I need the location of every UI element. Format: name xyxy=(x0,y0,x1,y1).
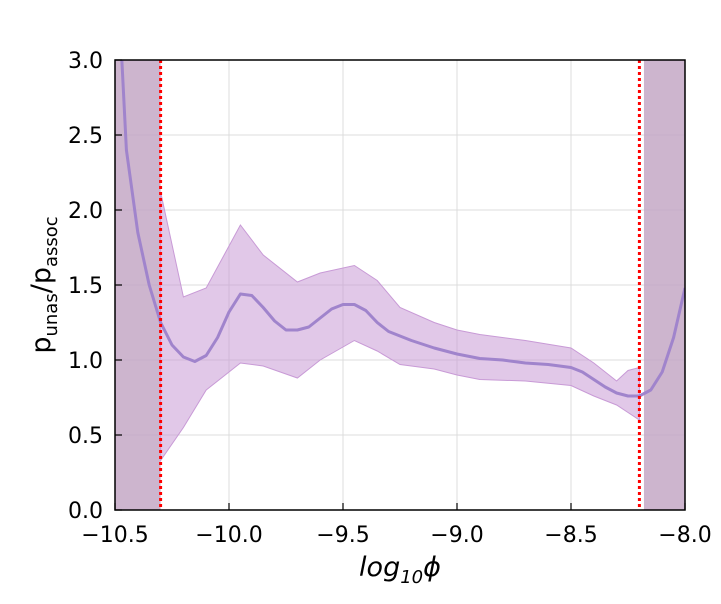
x-tick-label: −9.5 xyxy=(316,523,369,548)
x-tick-label: −8.5 xyxy=(544,523,597,548)
x-tick-label: −10.5 xyxy=(81,523,148,548)
y-tick-label: 0.5 xyxy=(68,424,103,449)
y-tick-label: 0.0 xyxy=(68,499,103,524)
line xyxy=(120,60,685,398)
x-tick-label: −8.0 xyxy=(658,523,711,548)
y-tick-label: 3.0 xyxy=(68,49,103,74)
x-tick-label: −9.0 xyxy=(430,523,483,548)
y-tick-label: 1.5 xyxy=(68,274,103,299)
shaded-span xyxy=(115,60,161,510)
label-part: log xyxy=(359,552,400,583)
y-tick-label: 2.0 xyxy=(68,199,103,224)
label-part: /p xyxy=(26,267,57,293)
label-part: unas xyxy=(41,293,62,336)
plot-area xyxy=(115,60,685,510)
label-part: p xyxy=(26,337,57,354)
y-tick-label: 1.0 xyxy=(68,349,103,374)
y-tick-label: 2.5 xyxy=(68,124,103,149)
label-part: ϕ xyxy=(423,552,441,583)
label-part: 10 xyxy=(400,567,423,588)
label-part: assoc xyxy=(41,216,62,267)
confidence-band xyxy=(160,191,640,463)
shaded-span xyxy=(643,60,685,510)
x-axis-label: log10ϕ xyxy=(359,552,441,588)
y-axis-label: punas/passoc xyxy=(26,216,62,353)
x-tick-label: −10.0 xyxy=(195,523,262,548)
